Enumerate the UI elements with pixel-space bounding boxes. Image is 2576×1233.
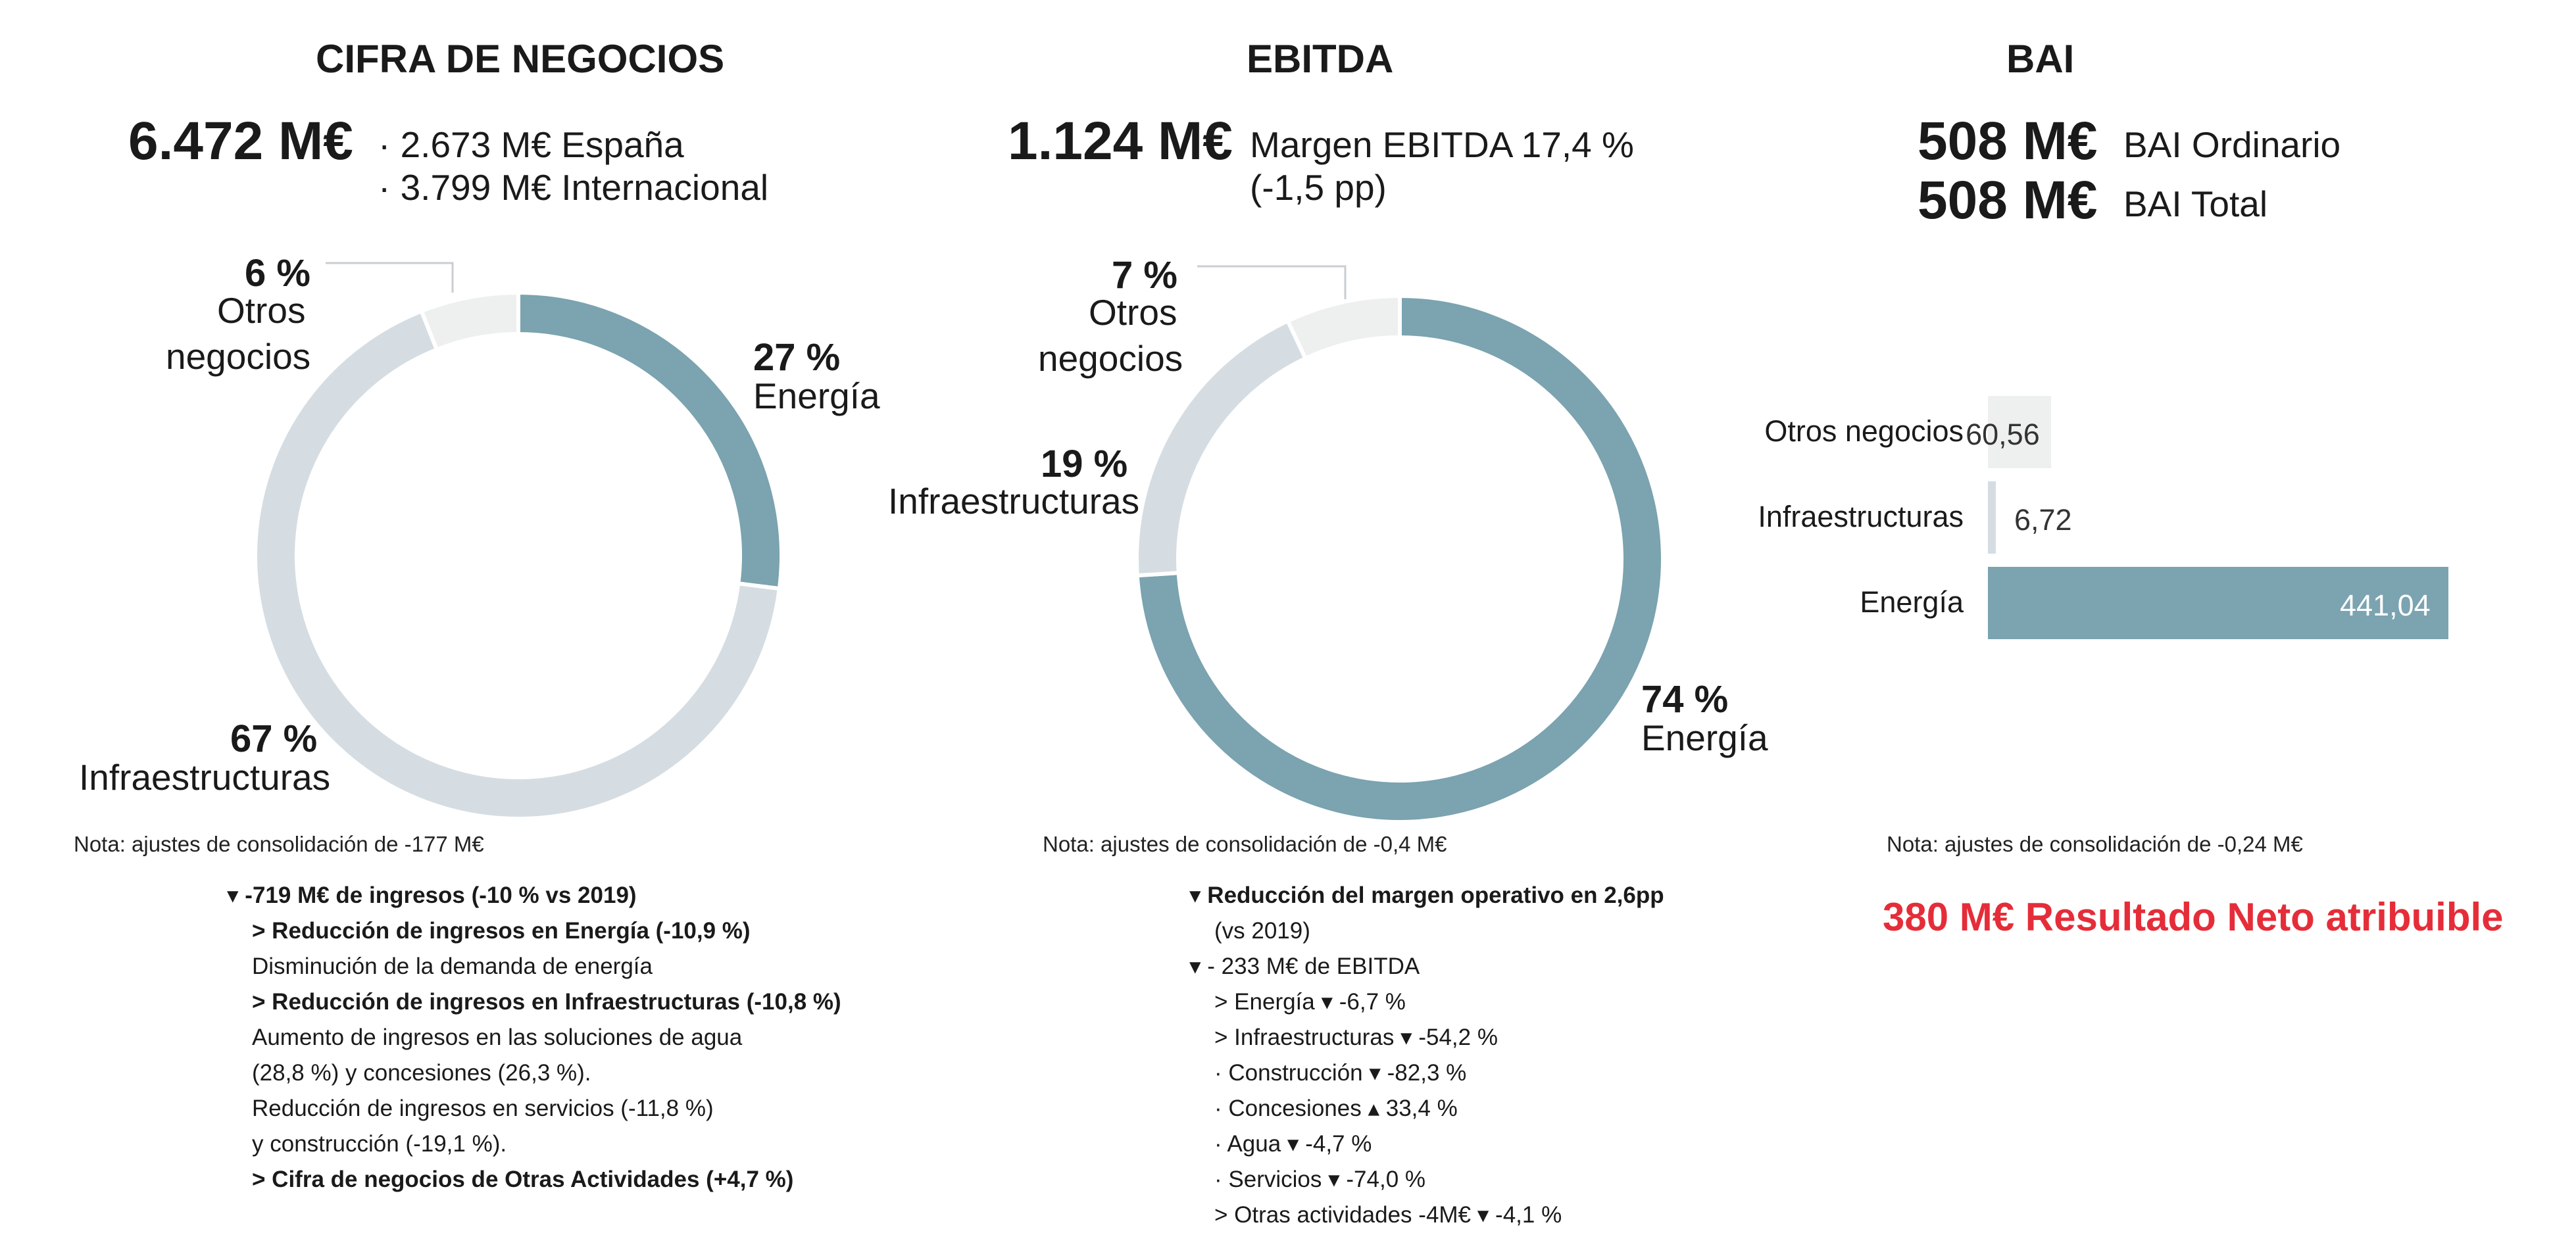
ebitda-title: EBITDA <box>1247 37 1394 81</box>
cifra-details-list: ▾ -719 M€ de ingresos (-10 % vs 2019) > R… <box>227 878 841 1197</box>
cifra-detail-line: Disminución de la demanda de energía <box>252 954 653 979</box>
cifra-detail-line: y construcción (-19,1 %). <box>252 1131 507 1157</box>
ebitda-detail-line: > Otras actividades -4M€ ▾ -4,1 % <box>1214 1202 1562 1228</box>
bai-note: Nota: ajustes de consolidación de -0,24 … <box>1887 832 2303 856</box>
bai-bar-category-label: Otros negocios <box>1764 414 1964 448</box>
ebitda-otros-label-1: Otros <box>1089 292 1177 333</box>
cifra-title: CIFRA DE NEGOCIOS <box>316 37 725 81</box>
bai-bar-infraestructuras <box>1988 481 1996 554</box>
cifra-otros-label-1: Otros <box>217 290 306 331</box>
bai-bar-energ-a <box>1988 567 2448 639</box>
ebitda-slice-otros-negocios <box>1285 293 1402 362</box>
bai-bar-category-label: Infraestructuras <box>1758 500 1964 533</box>
cifra-intl: · 3.799 M€ Internacional <box>378 167 769 208</box>
bai-title: BAI <box>2006 37 2075 81</box>
cifra-energia-label: Energía <box>753 375 880 416</box>
ebitda-detail-line: > Infraestructuras ▾ -54,2 % <box>1214 1025 1498 1050</box>
ebitda-infra-pct: 19 % <box>1041 443 1128 485</box>
resultado-neto: 380 M€ Resultado Neto atribuible <box>1883 895 2504 939</box>
cifra-otros-leader-line <box>326 262 454 293</box>
bai-total-value: 508 M€ <box>1918 170 2098 230</box>
bai-ordinario-value: 508 M€ <box>1918 111 2098 171</box>
cifra-infra-pct: 67 % <box>230 717 318 760</box>
ebitda-details-list: ▾ Reducción del margen operativo en 2,6p… <box>1189 878 1664 1233</box>
bai-bar-value-label: 60,56 <box>1966 418 2040 451</box>
ebitda-detail-line: · Servicios ▾ -74,0 % <box>1214 1167 1425 1192</box>
ebitda-otros-pct: 7 % <box>1112 254 1177 297</box>
cifra-infra-label: Infraestructuras <box>79 757 331 798</box>
ebitda-detail-line: · Construcción ▾ -82,3 % <box>1214 1060 1467 1086</box>
cifra-detail-line: Reducción de ingresos en servicios (-11,… <box>252 1096 714 1121</box>
cifra-slice-energ-a <box>516 290 784 591</box>
bai-total-label: BAI Total <box>2123 183 2268 224</box>
ebitda-detail-line: · Agua ▾ -4,7 % <box>1214 1131 1372 1157</box>
ebitda-detail-line: ▾ Reducción del margen operativo en 2,6p… <box>1189 882 1664 908</box>
ebitda-infra-label: Infraestructuras <box>888 481 1140 521</box>
ebitda-detail-line: > Energía ▾ -6,7 % <box>1214 989 1406 1015</box>
cifra-note: Nota: ajustes de consolidación de -177 M… <box>74 832 484 856</box>
bai-bar-chart <box>1988 396 2448 639</box>
cifra-detail-line: Aumento de ingresos en las soluciones de… <box>252 1025 743 1050</box>
cifra-detail-line: > Cifra de negocios de Otras Actividades… <box>252 1167 794 1192</box>
cifra-energia-pct: 27 % <box>753 336 841 379</box>
cifra-total: 6.472 M€ <box>128 111 353 171</box>
ebitda-detail-line: · Concesiones ▴ 33,4 % <box>1214 1096 1458 1121</box>
ebitda-otros-label-2: negocios <box>1038 338 1183 379</box>
ebitda-otros-leader-line <box>1197 265 1347 299</box>
cifra-donut-chart <box>253 290 784 821</box>
bai-bar-category-label: Energía <box>1860 585 1964 619</box>
ebitda-donut-chart <box>1135 293 1665 824</box>
ebitda-energia-pct: 74 % <box>1641 678 1729 721</box>
ebitda-energia-label: Energía <box>1641 717 1768 758</box>
ebitda-detail-line: (vs 2019) <box>1214 918 1310 944</box>
bai-bar-value-label: 6,72 <box>2014 503 2072 537</box>
cifra-otros-label-2: negocios <box>166 336 311 377</box>
cifra-detail-line: ▾ -719 M€ de ingresos (-10 % vs 2019) <box>227 882 637 908</box>
cifra-otros-pct: 6 % <box>245 252 310 295</box>
ebitda-note: Nota: ajustes de consolidación de -0,4 M… <box>1043 832 1447 856</box>
cifra-detail-line: > Reducción de ingresos en Infraestructu… <box>252 989 841 1015</box>
bai-bar-value-label: 441,04 <box>2340 589 2431 622</box>
ebitda-detail-line: ▾ - 233 M€ de EBITDA <box>1189 954 1420 979</box>
cifra-detail-line: (28,8 %) y concesiones (26,3 %). <box>252 1060 591 1086</box>
ebitda-margin-change: (-1,5 pp) <box>1250 167 1387 208</box>
cifra-detail-line: > Reducción de ingresos en Energía (-10,… <box>252 918 751 944</box>
bai-ordinario-label: BAI Ordinario <box>2123 124 2341 165</box>
ebitda-margin: Margen EBITDA 17,4 % <box>1250 124 1634 165</box>
ebitda-total: 1.124 M€ <box>1008 111 1233 171</box>
cifra-spain: · 2.673 M€ España <box>378 124 684 165</box>
ebitda-slice-energ-a <box>1135 293 1665 824</box>
bai-bar-otros-negocios <box>1988 396 2052 468</box>
cifra-slice-infraestructuras <box>253 308 782 821</box>
cifra-slice-otros-negocios <box>418 290 520 352</box>
